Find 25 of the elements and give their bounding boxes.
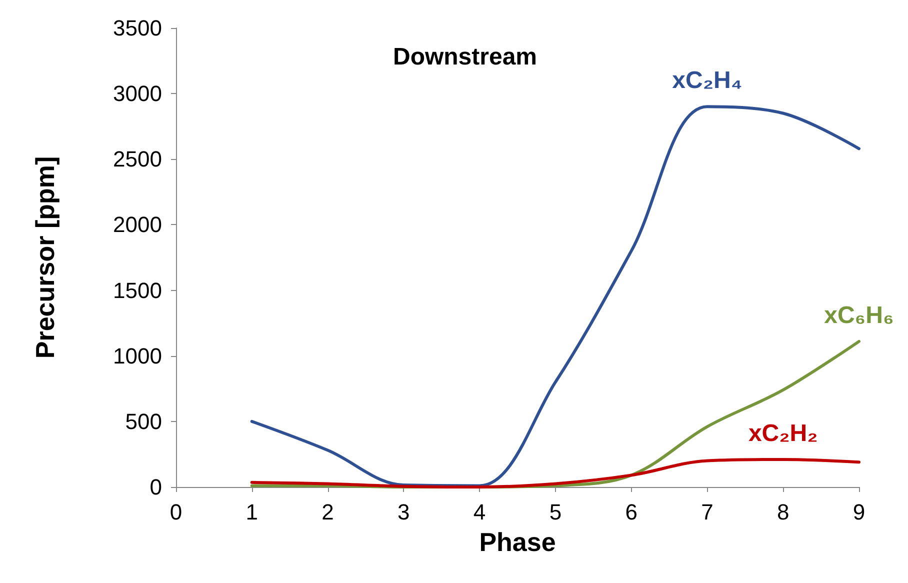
x-tick-label: 2 [322,500,334,524]
y-tick-label: 2000 [113,212,162,238]
x-tick-label: 8 [776,500,790,524]
y-tick-label: 3000 [113,81,162,106]
x-tick-label: 3 [398,500,410,524]
text: Downstream [392,44,538,70]
x-tick-label: 5 [549,500,562,524]
series-label: xC₂H₂ [748,420,818,447]
series-label: xC₆H₆ [824,302,894,329]
y-tick-label: 500 [125,408,162,434]
x-tick-label: 0 [170,500,182,524]
y-tick-label: 0 [150,474,162,500]
x-tick-label: 6 [625,500,638,524]
x-tick-label: 4 [473,500,486,524]
x-tick-label: 7 [701,500,714,524]
y-tick-label: 1500 [113,278,162,303]
y-axis-title: Precursor [ppm] [30,156,60,359]
x-axis-title: Phase [479,527,556,557]
line-series [250,458,860,488]
y-tick-label: 2500 [113,146,162,172]
x-tick-label: 1 [246,500,258,524]
series-label: xC₂H₄ [672,67,742,94]
y-tick-label: 1000 [113,343,162,368]
y-tick-label: 3500 [113,16,162,40]
x-tick-label: 9 [852,500,866,524]
